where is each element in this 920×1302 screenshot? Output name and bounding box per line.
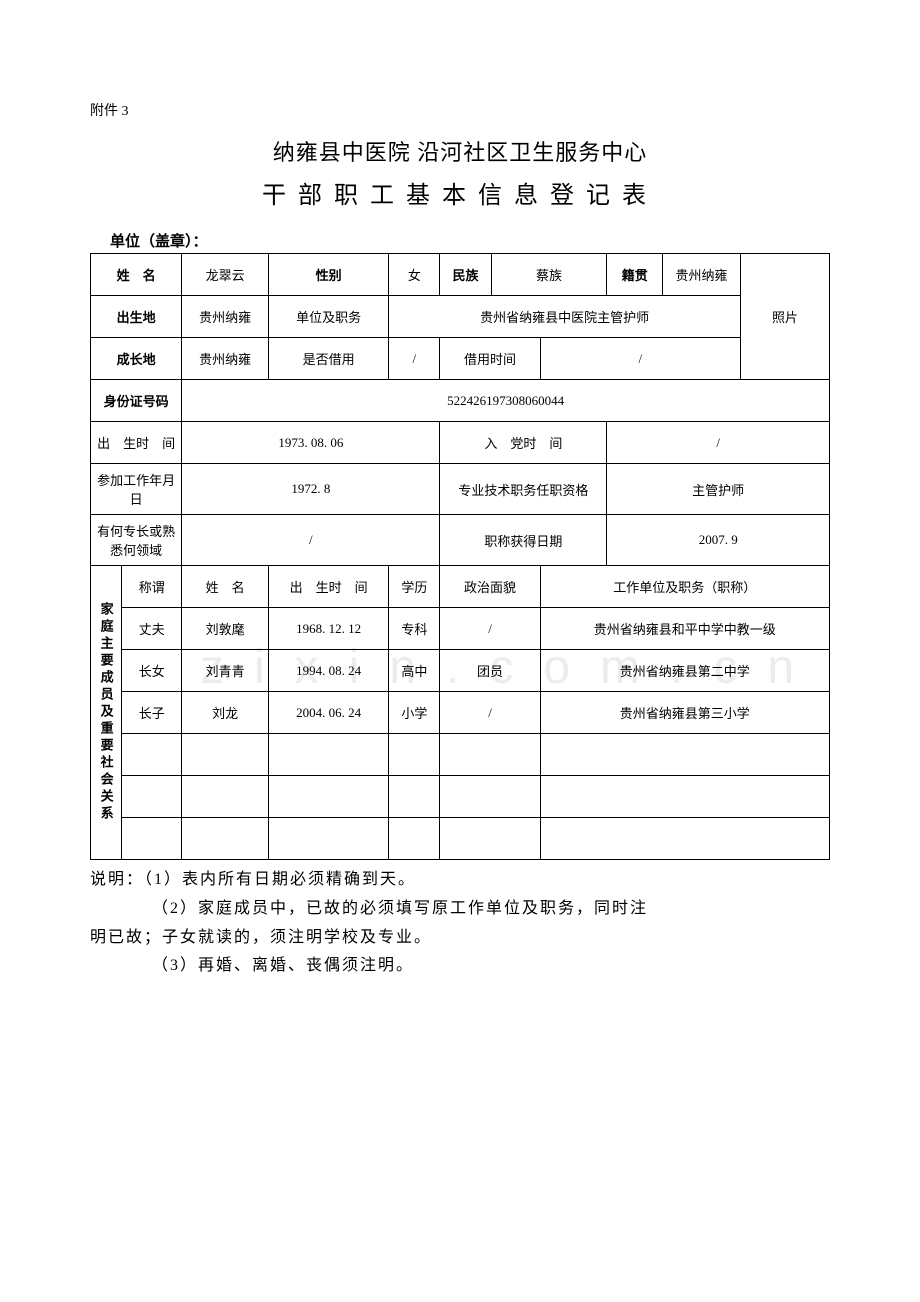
attachment-label: 附件 3 bbox=[90, 100, 830, 120]
label-ethnicity: 民族 bbox=[440, 254, 491, 296]
fam-relation: 长女 bbox=[122, 650, 182, 692]
fam-name: 刘敦麾 bbox=[182, 608, 269, 650]
family-section-header: 家庭主要成员及重要社会关系 bbox=[91, 566, 122, 860]
value-specialty: / bbox=[182, 515, 440, 566]
value-title-date: 2007. 9 bbox=[607, 515, 830, 566]
value-grow-place: 贵州纳雍 bbox=[182, 338, 269, 380]
fam-pol: 团员 bbox=[440, 650, 540, 692]
value-gender: 女 bbox=[389, 254, 440, 296]
value-birth-time: 1973. 08. 06 bbox=[182, 422, 440, 464]
family-row: 长女 刘青青 1994. 08. 24 高中 团员 贵州省纳雍县第二中学 bbox=[91, 650, 830, 692]
fam-edu: 高中 bbox=[389, 650, 440, 692]
note-line-3: 明已故；子女就读的，须注明学校及专业。 bbox=[90, 924, 830, 953]
fam-edu: 专科 bbox=[389, 608, 440, 650]
fam-relation: 丈夫 bbox=[122, 608, 182, 650]
info-table: 姓 名 龙翠云 性别 女 民族 蔡族 籍贯 贵州纳雍 照片 出生地 贵州纳雍 单… bbox=[90, 253, 830, 860]
fam-edu: 小学 bbox=[389, 692, 440, 734]
label-borrow-time: 借用时间 bbox=[440, 338, 540, 380]
note-line-4: （3）再婚、离婚、丧偶须注明。 bbox=[90, 952, 830, 981]
value-ethnicity: 蔡族 bbox=[491, 254, 607, 296]
fam-name: 刘青青 bbox=[182, 650, 269, 692]
label-grow-place: 成长地 bbox=[91, 338, 182, 380]
fam-birth: 2004. 06. 24 bbox=[269, 692, 389, 734]
value-work-date: 1972. 8 bbox=[182, 464, 440, 515]
label-is-borrowed: 是否借用 bbox=[269, 338, 389, 380]
value-is-borrowed: / bbox=[389, 338, 440, 380]
label-native-place: 籍贯 bbox=[607, 254, 663, 296]
label-fam-work: 工作单位及职务（职称） bbox=[540, 566, 829, 608]
fam-work: 贵州省纳雍县第三小学 bbox=[540, 692, 829, 734]
label-unit-position: 单位及职务 bbox=[269, 296, 389, 338]
label-birth-place: 出生地 bbox=[91, 296, 182, 338]
label-fam-name: 姓 名 bbox=[182, 566, 269, 608]
family-row-empty bbox=[91, 818, 830, 860]
fam-birth: 1968. 12. 12 bbox=[269, 608, 389, 650]
label-name: 姓 名 bbox=[91, 254, 182, 296]
value-unit-position: 贵州省纳雍县中医院主管护师 bbox=[389, 296, 741, 338]
value-borrow-time: / bbox=[540, 338, 740, 380]
notes-section: 说明：（1）表内所有日期必须精确到天。 （2）家庭成员中，已故的必须填写原工作单… bbox=[90, 866, 830, 981]
photo-cell: 照片 bbox=[740, 254, 829, 380]
label-specialty: 有何专长或熟悉何领域 bbox=[91, 515, 182, 566]
value-name: 龙翠云 bbox=[182, 254, 269, 296]
fam-relation: 长子 bbox=[122, 692, 182, 734]
label-political: 政治面貌 bbox=[440, 566, 540, 608]
label-birth-time: 出 生时 间 bbox=[91, 422, 182, 464]
label-tech-qual: 专业技术职务任职资格 bbox=[440, 464, 607, 515]
family-row-empty bbox=[91, 734, 830, 776]
label-party-time: 入 党时 间 bbox=[440, 422, 607, 464]
note-line-1: 说明：（1）表内所有日期必须精确到天。 bbox=[90, 866, 830, 895]
label-relation: 称谓 bbox=[122, 566, 182, 608]
value-tech-qual: 主管护师 bbox=[607, 464, 830, 515]
label-fam-birth: 出 生时 间 bbox=[269, 566, 389, 608]
fam-pol: / bbox=[440, 692, 540, 734]
label-work-date: 参加工作年月日 bbox=[91, 464, 182, 515]
title-line-1: 纳雍县中医院 沿河社区卫生服务中心 bbox=[90, 135, 830, 167]
value-id-number: 522426197308060044 bbox=[182, 380, 830, 422]
fam-work: 贵州省纳雍县和平中学中教一级 bbox=[540, 608, 829, 650]
value-birth-place: 贵州纳雍 bbox=[182, 296, 269, 338]
fam-name: 刘龙 bbox=[182, 692, 269, 734]
label-id-number: 身份证号码 bbox=[91, 380, 182, 422]
unit-stamp-label: 单位（盖章）： bbox=[90, 230, 830, 251]
family-row: 长子 刘龙 2004. 06. 24 小学 / 贵州省纳雍县第三小学 bbox=[91, 692, 830, 734]
fam-pol: / bbox=[440, 608, 540, 650]
title-line-2: 干部职工基本信息登记表 bbox=[90, 175, 830, 210]
label-education: 学历 bbox=[389, 566, 440, 608]
note-line-2: （2）家庭成员中，已故的必须填写原工作单位及职务，同时注 bbox=[90, 895, 830, 924]
fam-birth: 1994. 08. 24 bbox=[269, 650, 389, 692]
family-row-empty bbox=[91, 776, 830, 818]
family-row: 丈夫 刘敦麾 1968. 12. 12 专科 / 贵州省纳雍县和平中学中教一级 bbox=[91, 608, 830, 650]
value-native-place: 贵州纳雍 bbox=[663, 254, 741, 296]
label-title-date: 职称获得日期 bbox=[440, 515, 607, 566]
label-gender: 性别 bbox=[269, 254, 389, 296]
value-party-time: / bbox=[607, 422, 830, 464]
fam-work: 贵州省纳雍县第二中学 bbox=[540, 650, 829, 692]
